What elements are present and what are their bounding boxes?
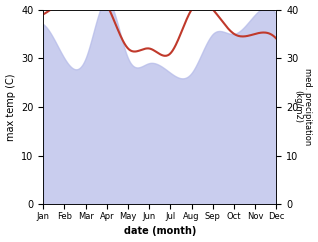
- Y-axis label: max temp (C): max temp (C): [5, 73, 16, 141]
- Y-axis label: med. precipitation
(kg/m2): med. precipitation (kg/m2): [293, 68, 313, 145]
- X-axis label: date (month): date (month): [124, 227, 196, 236]
